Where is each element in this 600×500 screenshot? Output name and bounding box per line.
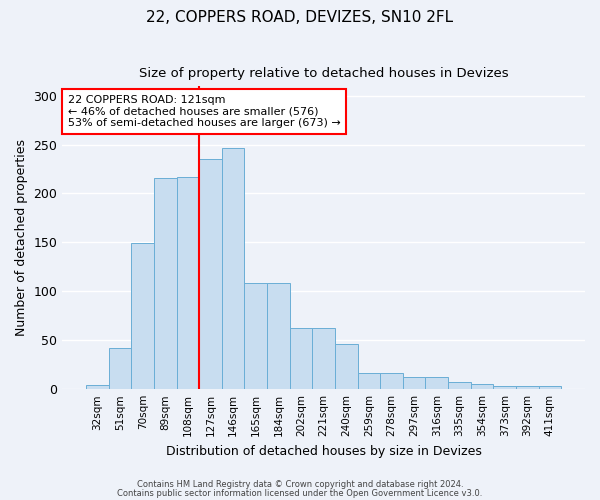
Text: Contains HM Land Registry data © Crown copyright and database right 2024.: Contains HM Land Registry data © Crown c…: [137, 480, 463, 489]
Bar: [290, 328, 313, 389]
Text: 22 COPPERS ROAD: 121sqm
← 46% of detached houses are smaller (576)
53% of semi-d: 22 COPPERS ROAD: 121sqm ← 46% of detache…: [68, 95, 340, 128]
Bar: [267, 282, 290, 389]
Bar: [131, 244, 154, 389]
Bar: [154, 178, 176, 389]
Bar: [448, 382, 471, 389]
Bar: [244, 282, 267, 389]
Bar: [335, 344, 358, 389]
Bar: [380, 372, 403, 389]
Bar: [176, 177, 199, 389]
Bar: [313, 328, 335, 389]
Bar: [199, 159, 222, 389]
Bar: [86, 386, 109, 389]
Bar: [493, 386, 516, 389]
Bar: [109, 348, 131, 389]
Bar: [222, 148, 244, 389]
Title: Size of property relative to detached houses in Devizes: Size of property relative to detached ho…: [139, 68, 508, 80]
Text: Contains public sector information licensed under the Open Government Licence v3: Contains public sector information licen…: [118, 488, 482, 498]
X-axis label: Distribution of detached houses by size in Devizes: Distribution of detached houses by size …: [166, 444, 482, 458]
Bar: [425, 378, 448, 389]
Y-axis label: Number of detached properties: Number of detached properties: [15, 139, 28, 336]
Bar: [403, 378, 425, 389]
Bar: [358, 372, 380, 389]
Bar: [539, 386, 561, 389]
Bar: [471, 384, 493, 389]
Bar: [516, 386, 539, 389]
Text: 22, COPPERS ROAD, DEVIZES, SN10 2FL: 22, COPPERS ROAD, DEVIZES, SN10 2FL: [146, 10, 454, 25]
